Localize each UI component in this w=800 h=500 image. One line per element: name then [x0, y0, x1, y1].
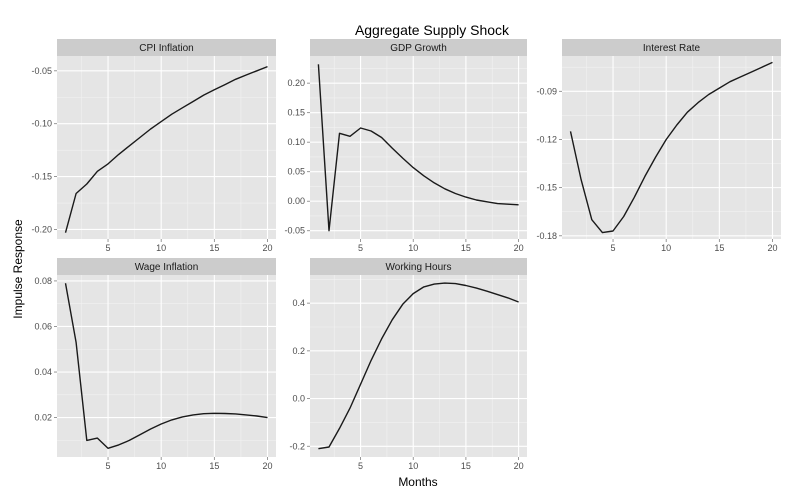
panel-strip-label: Working Hours: [386, 262, 452, 273]
panel-strip: [57, 258, 276, 275]
y-tick-label: -0.09: [536, 86, 557, 96]
panel-working-hours: Working Hours 5 10 15 20 -0.2 0.0 0.2 0.4: [289, 258, 527, 471]
panel-background: [562, 56, 781, 239]
y-axis-title: Impulse Response: [11, 219, 25, 319]
y-tick-label: 0.2: [292, 346, 305, 356]
y-tick-label: 0.20: [287, 78, 305, 88]
x-tick-label: 20: [262, 243, 272, 253]
y-tick-label: -0.15: [536, 183, 557, 193]
series-line-wage-inflation: [64, 283, 268, 449]
y-tick-label: -0.20: [31, 224, 52, 234]
series-line-interest-rate: [569, 61, 773, 234]
x-tick-label: 20: [514, 243, 524, 253]
series-line-cpi-inflation: [64, 65, 268, 233]
y-tick-label: -0.05: [31, 66, 52, 76]
y-tick-label: -0.10: [31, 119, 52, 129]
panel-strip-label: GDP Growth: [390, 43, 447, 54]
x-axis-title: Months: [398, 475, 437, 489]
x-tick-label: 20: [262, 461, 272, 471]
y-tick-label: 0.02: [34, 413, 52, 423]
x-tick-label: 10: [408, 243, 418, 253]
y-tick-label: 0.05: [287, 167, 305, 177]
panel-strip: [310, 258, 527, 275]
panel-interest-rate: Interest Rate 5 10 15 20 -0.18 -0.15 -0.12 -0.09: [536, 39, 781, 253]
x-tick-label: 10: [156, 461, 166, 471]
panel-gdp-growth: GDP Growth 5 10 15 20 -0.05 0.00 0.05 0.10 0.15 0.…: [284, 39, 527, 253]
x-tick-label: 5: [611, 243, 616, 253]
panel-strip-label: Wage Inflation: [135, 262, 199, 273]
series-line-gdp-growth: [317, 64, 519, 232]
y-tick-label: -0.18: [536, 231, 557, 241]
y-tick-label: 0.10: [287, 137, 305, 147]
x-tick-label: 10: [408, 461, 418, 471]
y-tick-label: 0.15: [287, 108, 305, 118]
panel-background: [57, 56, 276, 239]
y-tick-label: 0.4: [292, 298, 305, 308]
y-tick-label: -0.15: [31, 172, 52, 182]
x-tick-label: 10: [661, 243, 671, 253]
x-tick-label: 10: [156, 243, 166, 253]
panel-cpi-inflation: CPI Inflation 5 10 15 20 -0.20 -0.15 -0.10 -0.05: [31, 39, 276, 253]
x-tick-label: 5: [106, 243, 111, 253]
x-tick-label: 5: [358, 243, 363, 253]
y-tick-label: 0.06: [34, 321, 52, 331]
y-tick-label: 0.00: [287, 196, 305, 206]
chart-title: Aggregate Supply Shock: [355, 22, 510, 38]
x-tick-label: 5: [106, 461, 111, 471]
panel-background: [57, 275, 276, 457]
panel-strip-label: Interest Rate: [643, 43, 701, 54]
x-tick-label: 15: [714, 243, 724, 253]
x-tick-label: 15: [461, 243, 471, 253]
y-tick-label: 0.04: [34, 367, 52, 377]
panel-background: [310, 275, 527, 457]
panel-background: [310, 56, 527, 239]
panels-layer: CPI Inflation 5 10 15 20 -0.20 -0.15 -0.10 -0.05…: [31, 39, 781, 471]
x-tick-label: 15: [209, 461, 219, 471]
panel-strip: [57, 39, 276, 56]
y-tick-label: -0.2: [289, 441, 305, 451]
x-tick-label: 20: [514, 461, 524, 471]
panel-strip-label: CPI Inflation: [139, 43, 193, 54]
x-tick-label: 15: [209, 243, 219, 253]
series-line-working-hours: [318, 282, 519, 450]
panel-wage-inflation: Wage Inflation 5 10 15 20 0.02 0.04 0.06 0.08: [34, 258, 276, 471]
x-tick-label: 5: [358, 461, 363, 471]
y-tick-label: 0.08: [34, 276, 52, 286]
x-tick-label: 15: [461, 461, 471, 471]
y-tick-label: -0.12: [536, 134, 557, 144]
panel-strip: [310, 39, 527, 56]
y-tick-label: -0.05: [284, 226, 305, 236]
panel-strip: [562, 39, 781, 56]
x-tick-label: 20: [767, 243, 777, 253]
y-tick-label: 0.0: [292, 394, 305, 404]
